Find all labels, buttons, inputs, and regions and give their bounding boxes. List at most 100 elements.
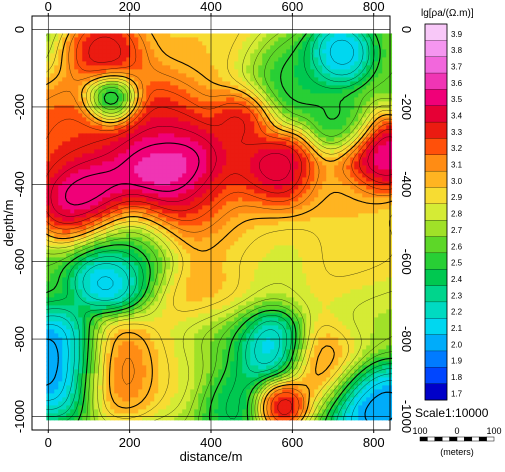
heatmap-cell	[250, 85, 255, 91]
heatmap-cell	[366, 141, 371, 147]
heatmap-cell	[98, 193, 103, 199]
heatmap-cell	[262, 61, 267, 67]
heatmap-cell	[226, 129, 231, 135]
heatmap-cell	[222, 205, 227, 211]
heatmap-cell	[138, 57, 143, 63]
heatmap-cell	[106, 89, 111, 95]
heatmap-cell	[306, 225, 311, 231]
heatmap-cell	[194, 85, 199, 91]
heatmap-cell	[62, 189, 67, 195]
heatmap-cell	[270, 137, 275, 143]
heatmap-cell	[170, 89, 175, 95]
heatmap-cell	[266, 77, 271, 83]
heatmap-cell	[338, 217, 343, 223]
heatmap-cell	[246, 133, 251, 139]
heatmap-cell	[78, 157, 83, 163]
heatmap-cell	[350, 225, 355, 231]
heatmap-cell	[342, 237, 347, 243]
heatmap-cell	[74, 57, 79, 63]
heatmap-cell	[54, 65, 59, 71]
heatmap-cell	[170, 173, 175, 179]
heatmap-cell	[326, 121, 331, 127]
heatmap-cell	[346, 165, 351, 171]
heatmap-cell	[322, 129, 327, 135]
heatmap-cell	[350, 173, 355, 179]
heatmap-cell	[230, 197, 235, 203]
heatmap-cell	[250, 93, 255, 99]
heatmap-cell	[122, 73, 127, 79]
heatmap-cell	[386, 85, 391, 91]
heatmap-cell	[114, 125, 119, 131]
heatmap-cell	[158, 97, 163, 103]
heatmap-cell	[178, 209, 183, 215]
heatmap-cell	[182, 189, 187, 195]
heatmap-cell	[274, 117, 279, 123]
heatmap-cell	[354, 173, 359, 179]
heatmap-cell	[122, 217, 127, 223]
heatmap-cell	[202, 153, 207, 159]
heatmap-cell	[374, 193, 379, 199]
heatmap-cell	[302, 173, 307, 179]
heatmap-cell	[214, 253, 219, 259]
heatmap-cell	[62, 101, 67, 107]
heatmap-cell	[142, 245, 147, 251]
heatmap-cell	[198, 77, 203, 83]
heatmap-cell	[282, 209, 287, 215]
heatmap-cell	[82, 257, 87, 263]
heatmap-cell	[242, 209, 247, 215]
heatmap-cell	[98, 197, 103, 203]
heatmap-cell	[102, 241, 107, 247]
heatmap-cell	[186, 249, 191, 255]
heatmap-cell	[226, 161, 231, 167]
heatmap-cell	[170, 37, 175, 43]
heatmap-cell	[114, 213, 119, 219]
heatmap-cell	[82, 73, 87, 79]
heatmap-cell	[238, 37, 243, 43]
heatmap-cell	[78, 261, 83, 267]
heatmap-cell	[286, 101, 291, 107]
heatmap-cell	[78, 101, 83, 107]
heatmap-cell	[54, 45, 59, 51]
heatmap-cell	[374, 81, 379, 87]
heatmap-cell	[314, 113, 319, 119]
heatmap-cell	[226, 253, 231, 259]
heatmap-cell	[146, 225, 151, 231]
heatmap-cell	[110, 221, 115, 227]
heatmap-cell	[226, 105, 231, 111]
heatmap-cell	[226, 97, 231, 103]
heatmap-cell	[86, 85, 91, 91]
heatmap-cell	[314, 149, 319, 155]
heatmap-cell	[254, 105, 259, 111]
heatmap-cell	[218, 89, 223, 95]
heatmap-cell	[214, 257, 219, 263]
heatmap-cell	[334, 93, 339, 99]
heatmap-cell	[218, 97, 223, 103]
heatmap-cell	[282, 33, 287, 39]
heatmap-cell	[338, 249, 343, 255]
heatmap-cell	[150, 201, 155, 207]
heatmap-cell	[74, 149, 79, 155]
heatmap-cell	[362, 97, 367, 103]
heatmap-cell	[386, 153, 391, 159]
heatmap-cell	[358, 209, 363, 215]
heatmap-cell	[242, 181, 247, 187]
heatmap-cell	[298, 37, 303, 43]
heatmap-cell	[338, 129, 343, 135]
heatmap-cell	[206, 101, 211, 107]
heatmap-cell	[210, 125, 215, 131]
heatmap-cell	[134, 109, 139, 115]
heatmap-cell	[226, 89, 231, 95]
heatmap-cell	[186, 221, 191, 227]
heatmap-cell	[282, 97, 287, 103]
heatmap-cell	[254, 237, 259, 243]
heatmap-cell	[330, 217, 335, 223]
heatmap-cell	[390, 61, 393, 67]
heatmap-cell	[82, 205, 87, 211]
heatmap-cell	[174, 209, 179, 215]
heatmap-cell	[210, 85, 215, 91]
heatmap-cell	[198, 61, 203, 67]
heatmap-cell	[162, 125, 167, 131]
heatmap-cell	[78, 81, 83, 87]
heatmap-cell	[230, 81, 235, 87]
heatmap-cell	[146, 253, 151, 259]
